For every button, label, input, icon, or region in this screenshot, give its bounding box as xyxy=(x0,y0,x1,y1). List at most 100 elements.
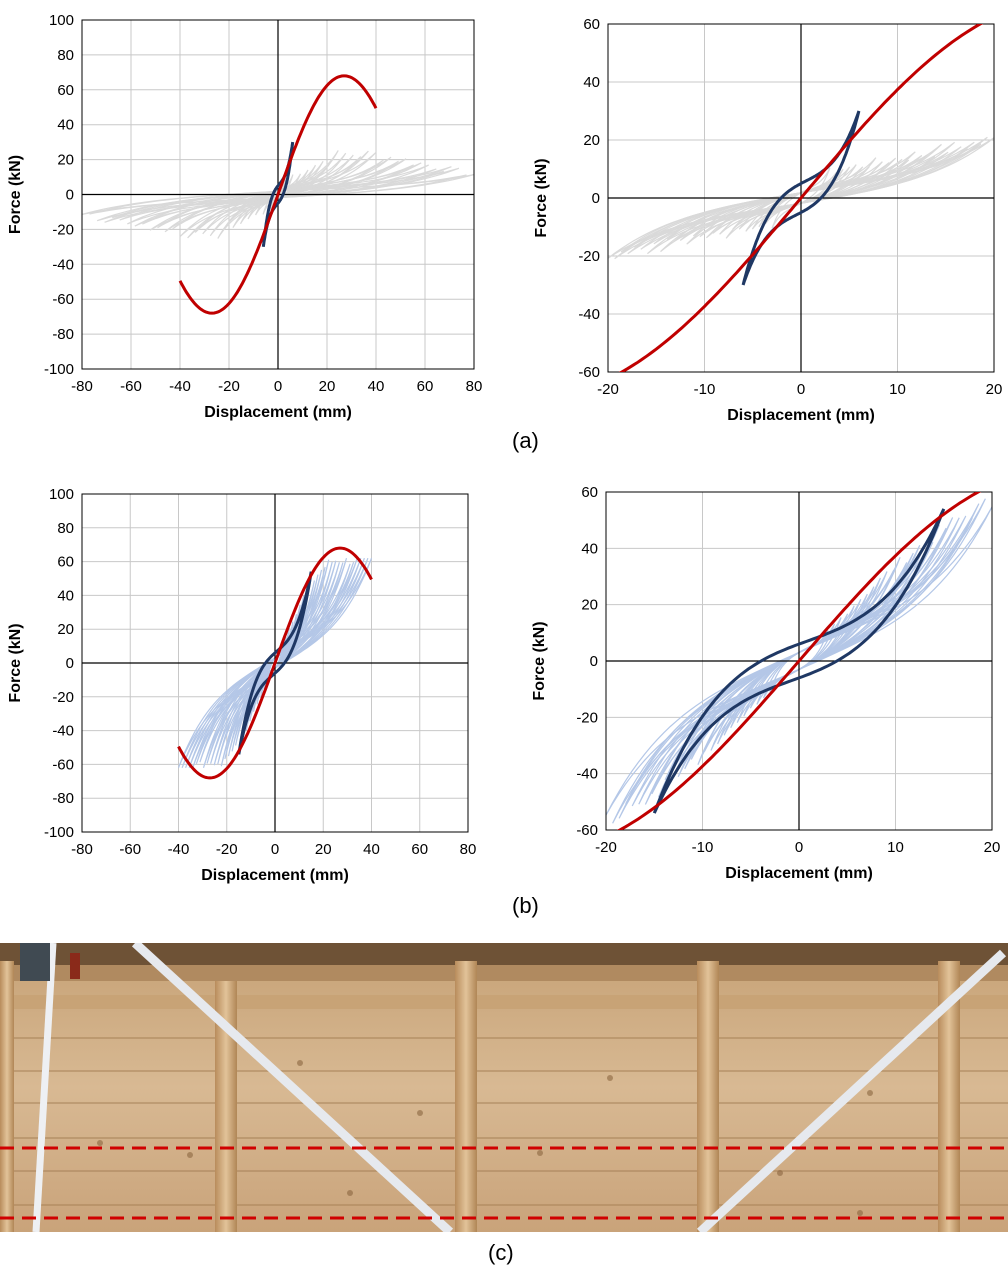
x-tick-label: 60 xyxy=(411,841,428,858)
chart-b-full: -80 -60 -40 -20 0 20 40 60 80 -100 -80 -60 -40 -20 0 20… xyxy=(0,478,500,918)
test-loop xyxy=(185,557,365,769)
x-tick-label: -80 xyxy=(71,378,93,395)
y-tick-label: 0 xyxy=(590,653,598,670)
y-tick-label: -20 xyxy=(52,221,74,238)
x-tick-label: -20 xyxy=(595,839,617,856)
x-axis-label: Displacement (mm) xyxy=(204,404,352,421)
y-tick-label: 0 xyxy=(592,190,600,207)
x-axis-label: Displacement (mm) xyxy=(201,867,349,884)
y-tick-label: 40 xyxy=(583,74,600,91)
y-tick-label: -100 xyxy=(44,361,74,378)
plot-frame xyxy=(81,19,475,370)
caption-a: (a) xyxy=(512,428,539,453)
y-tick-label: -40 xyxy=(52,256,74,273)
x-tick-label: -20 xyxy=(216,841,238,858)
x-tick-label: 0 xyxy=(274,378,282,395)
x-tick-label: 60 xyxy=(417,378,434,395)
test-data xyxy=(606,498,992,824)
x-tick-label: -20 xyxy=(597,381,619,398)
y-tick-label: 60 xyxy=(57,554,74,571)
test-loop xyxy=(697,557,901,765)
y-tick-label: -20 xyxy=(576,709,598,726)
x-tick-label: -80 xyxy=(71,841,93,858)
test-loop xyxy=(202,558,348,768)
y-tick-label: -60 xyxy=(52,756,74,773)
y-tick-label: 60 xyxy=(581,484,598,501)
fitted-loop xyxy=(652,508,946,814)
chart-b-zoom: -20 -10 0 10 20 -60 -40 -20 0 20 40 60 Displacement … xyxy=(520,478,1008,918)
test-loop xyxy=(82,174,474,215)
test-loop xyxy=(612,498,986,824)
y-tick-label: -100 xyxy=(44,824,74,841)
backbone-curve xyxy=(177,546,373,780)
y-tick-label: -60 xyxy=(578,364,600,381)
x-tick-label: 10 xyxy=(887,839,904,856)
x-tick-label: 40 xyxy=(363,841,380,858)
caption-c: (c) xyxy=(488,1240,514,1265)
x-tick-label: 20 xyxy=(319,378,336,395)
x-tick-label: 20 xyxy=(315,841,332,858)
x-tick-label: 20 xyxy=(984,839,1001,856)
backbone-curve xyxy=(618,24,984,372)
test-loop xyxy=(188,557,362,769)
x-tick-label: -10 xyxy=(692,839,714,856)
test-loop xyxy=(127,164,429,225)
y-tick-label: 60 xyxy=(57,82,74,99)
y-tick-label: 80 xyxy=(57,47,74,64)
x-tick-label: 20 xyxy=(986,381,1003,398)
test-loop xyxy=(606,506,992,816)
test-loop xyxy=(725,157,877,239)
y-tick-label: 20 xyxy=(57,152,74,169)
y-tick-label: 20 xyxy=(581,597,598,614)
y-tick-label: -80 xyxy=(52,326,74,343)
backbone-curve xyxy=(178,74,378,315)
wall-photo xyxy=(0,943,1008,1232)
chart-b-zoom-svg: -20 -10 0 10 20 -60 -40 -20 0 20 40 60 Displacement … xyxy=(531,484,1001,882)
test-loop xyxy=(134,162,422,227)
y-tick-label: -20 xyxy=(52,689,74,706)
x-tick-label: -10 xyxy=(694,381,716,398)
y-tick-label: 40 xyxy=(57,587,74,604)
x-tick-label: -40 xyxy=(168,841,190,858)
test-loop xyxy=(149,158,407,231)
wall-photo-drawing xyxy=(0,943,1008,1232)
x-tick-label: 40 xyxy=(368,378,385,395)
y-axis-label: Force (kN) xyxy=(7,155,24,234)
plot-frame xyxy=(81,493,469,833)
x-tick-label: -60 xyxy=(119,841,141,858)
y-tick-label: 60 xyxy=(583,16,600,33)
chart-b-full-svg: -80 -60 -40 -20 0 20 40 60 80-100-80-60-40-20020… xyxy=(7,486,477,884)
test-loop xyxy=(638,517,960,805)
y-tick-label: -80 xyxy=(52,790,74,807)
test-loop xyxy=(177,557,373,769)
x-tick-label: -40 xyxy=(169,378,191,395)
y-tick-label: -20 xyxy=(578,248,600,265)
test-loop xyxy=(657,524,941,798)
plot-frame xyxy=(607,23,995,373)
y-tick-label: 80 xyxy=(57,520,74,537)
fitted-loop xyxy=(237,571,313,755)
chart-a-full-svg: -80 -60 -40 -20 0 20 40 60 80-100-80-60-40-20020… xyxy=(7,12,482,421)
y-tick-label: -60 xyxy=(52,291,74,308)
test-loop xyxy=(96,167,460,222)
y-axis-label: Force (kN) xyxy=(7,623,24,702)
plot-frame xyxy=(605,491,993,831)
y-tick-label: 0 xyxy=(66,655,74,672)
test-data xyxy=(177,557,373,769)
y-axis-label: Force (kN) xyxy=(531,621,548,700)
x-tick-label: 80 xyxy=(460,841,477,858)
y-tick-label: -40 xyxy=(52,723,74,740)
test-loop xyxy=(181,557,369,769)
x-tick-label: -60 xyxy=(120,378,142,395)
y-axis-label: Force (kN) xyxy=(533,158,550,237)
test-loop xyxy=(647,141,955,255)
test-loop xyxy=(608,137,994,259)
x-tick-label: 0 xyxy=(271,841,279,858)
x-tick-label: 0 xyxy=(797,381,805,398)
y-tick-label: -40 xyxy=(576,766,598,783)
chart-a-full: -80 -60 -40 -20 0 20 40 60 80 -100 -80 -60 -40 -20 0 20… xyxy=(0,0,500,445)
chart-a-zoom-svg: -20 -10 0 10 20 -60 -40 -20 0 20 40 60 Displacement … xyxy=(533,16,1003,424)
y-tick-label: -40 xyxy=(578,306,600,323)
y-tick-label: -60 xyxy=(576,822,598,839)
y-tick-label: 100 xyxy=(49,12,74,29)
